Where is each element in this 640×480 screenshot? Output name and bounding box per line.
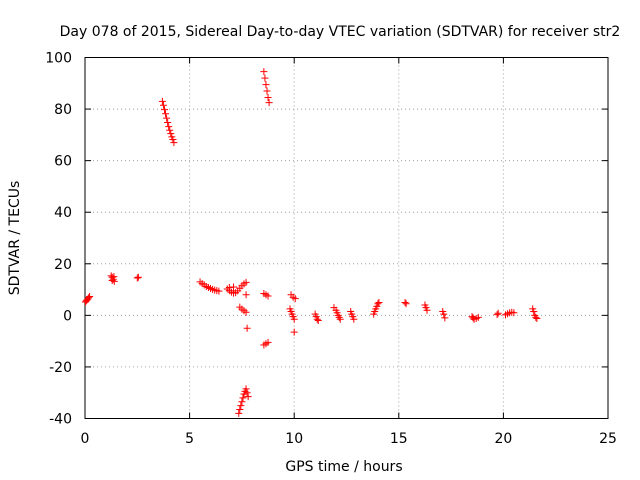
y-axis-title: SDTVAR / TECUs (7, 181, 23, 296)
data-point (440, 310, 448, 318)
x-tick-labels: 0 5 10 15 20 25 (81, 431, 617, 447)
data-point (260, 68, 268, 76)
data-point (237, 402, 245, 410)
x-tick-label: 15 (390, 431, 408, 447)
data-point (401, 298, 409, 306)
data-point (291, 295, 299, 303)
y-tick-label: -20 (49, 360, 72, 376)
data-point (242, 291, 250, 299)
y-tick-label: 80 (54, 102, 72, 118)
data-point (493, 311, 501, 319)
data-point (313, 315, 321, 323)
y-tick-label: 0 (63, 308, 72, 324)
data-point (238, 398, 246, 406)
data-point (402, 300, 410, 308)
data-point (158, 97, 166, 105)
data-point (225, 284, 233, 292)
x-tick-label: 20 (494, 431, 512, 447)
data-point (164, 118, 172, 126)
data-point (243, 389, 251, 397)
data-point (242, 385, 250, 393)
data-point (335, 313, 343, 321)
data-point (290, 315, 298, 323)
data-point (236, 405, 244, 413)
data-point (265, 99, 273, 107)
data-point (530, 307, 538, 315)
x-axis-title: GPS time / hours (285, 459, 402, 475)
data-point (235, 409, 243, 417)
data-point (350, 315, 358, 323)
data-point (215, 287, 223, 295)
data-point (134, 273, 142, 281)
data-point (290, 328, 298, 336)
data-point (239, 394, 247, 402)
data-point (264, 292, 272, 300)
data-point (169, 135, 177, 143)
grid-lines (85, 57, 608, 419)
data-point (264, 93, 272, 101)
data-point (160, 106, 168, 114)
data-point (441, 314, 449, 322)
data-point (469, 314, 477, 322)
data-point (230, 283, 238, 291)
data-point (423, 306, 431, 314)
plot-frame (84, 57, 609, 419)
y-tick-label: 60 (54, 154, 72, 170)
x-tick-label: 5 (185, 431, 194, 447)
data-point (510, 309, 518, 317)
data-point (243, 324, 251, 332)
data-point (242, 278, 250, 286)
data-point (336, 315, 344, 323)
data-point (165, 123, 173, 131)
data-point (263, 87, 271, 95)
data-point (374, 300, 382, 308)
data-point (166, 126, 174, 134)
data-point (314, 317, 322, 325)
data-point (85, 294, 93, 302)
data-point (133, 274, 141, 282)
data-point (261, 74, 269, 82)
chart-title: Day 078 of 2015, Sidereal Day-to-day VTE… (60, 24, 621, 40)
data-point (532, 313, 540, 321)
data-points (81, 68, 541, 417)
y-tick-label: 40 (54, 205, 72, 221)
y-tick-label: 20 (54, 257, 72, 273)
data-point (244, 393, 252, 401)
data-point (167, 130, 175, 138)
axis-ticks (84, 57, 609, 419)
y-tick-label: 100 (45, 51, 72, 67)
data-point (110, 273, 118, 281)
x-tick-label: 25 (599, 431, 617, 447)
data-point (474, 313, 482, 321)
data-point (533, 314, 541, 322)
data-point (162, 110, 170, 118)
data-point (375, 298, 383, 306)
x-tick-label: 10 (285, 431, 303, 447)
data-point (170, 139, 178, 147)
data-point (163, 114, 171, 122)
data-point (242, 308, 250, 316)
x-tick-label: 0 (81, 431, 90, 447)
data-point (494, 309, 502, 317)
data-point (108, 277, 116, 285)
y-tick-labels: -40 -20 0 20 40 60 80 100 (45, 51, 72, 428)
data-point (264, 338, 272, 346)
data-point (159, 101, 167, 109)
y-tick-label: -40 (49, 412, 72, 428)
data-point (262, 81, 270, 89)
data-point (86, 293, 94, 301)
